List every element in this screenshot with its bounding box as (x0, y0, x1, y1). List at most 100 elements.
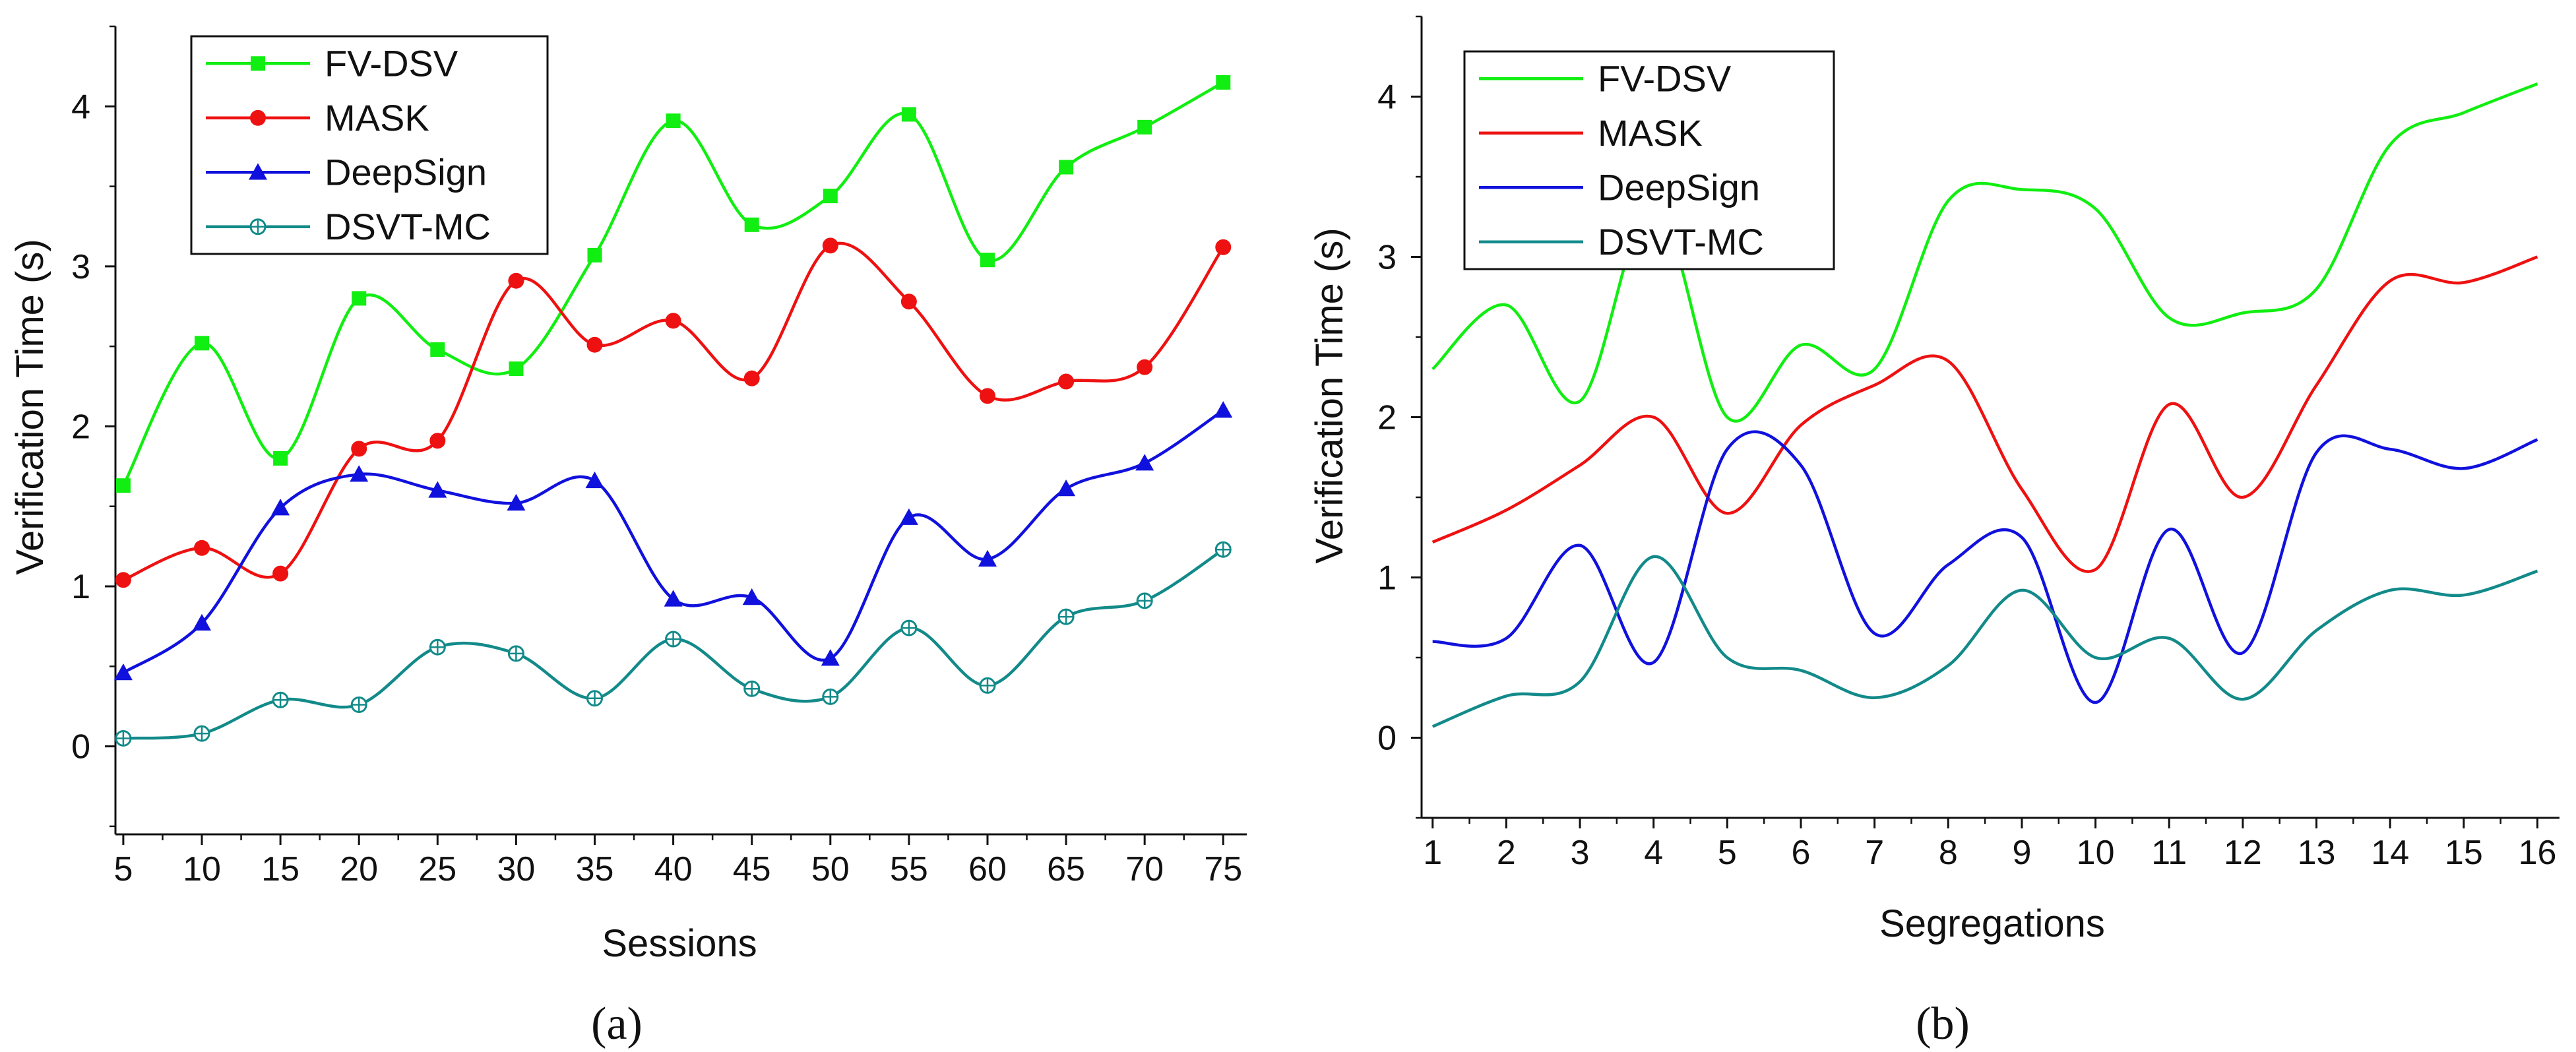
x-tick-label: 70 (1125, 850, 1164, 888)
x-axis-title: Sessions (602, 922, 757, 965)
y-tick-label: 4 (71, 88, 90, 126)
data-point-fv-dsv (251, 56, 265, 71)
data-point-deepsign (1135, 454, 1154, 471)
data-point-mask (586, 336, 603, 353)
x-tick-label: 9 (2012, 834, 2031, 872)
data-point-deepsign (978, 549, 997, 567)
data-point-mask (665, 313, 681, 329)
y-tick-label: 3 (71, 248, 90, 286)
data-point-mask (194, 540, 210, 556)
data-point-dsvt-mc (115, 729, 132, 747)
series-line-deepsign (1432, 430, 2538, 704)
data-point-mask (900, 294, 917, 310)
x-tick-label: 50 (811, 850, 850, 888)
data-point-dsvt-mc (586, 690, 603, 707)
series-line-fv-dsv (1431, 82, 2538, 423)
data-point-dsvt-mc (350, 696, 367, 714)
y-axis-title: Verification Time (s) (1308, 228, 1351, 563)
data-point-fv-dsv (1059, 160, 1074, 175)
data-point-fv-dsv (666, 113, 681, 129)
data-point-deepsign (271, 499, 290, 516)
x-tick-label: 4 (1644, 834, 1663, 872)
data-point-deepsign (113, 664, 133, 681)
legend-box (190, 35, 549, 255)
x-tick-label: 15 (261, 850, 299, 888)
data-point-deepsign (742, 588, 761, 605)
x-tick-label: 5 (113, 850, 133, 888)
x-tick-label: 2 (1497, 834, 1516, 872)
x-tick-label: 35 (576, 850, 614, 888)
legend-label: DSVT-MC (1598, 221, 1764, 263)
legend-label: DeepSign (325, 151, 487, 193)
data-point-mask (429, 433, 446, 449)
data-point-dsvt-mc (822, 688, 839, 705)
y-tick-label: 4 (1377, 78, 1397, 117)
y-tick-label: 1 (71, 568, 90, 606)
y-tick-label: 2 (1377, 399, 1397, 437)
x-tick-label: 12 (2224, 834, 2262, 872)
legend-label: DSVT-MC (325, 206, 491, 247)
x-tick-label: 15 (2445, 834, 2483, 872)
x-tick-label: 1 (1423, 834, 1442, 872)
chart-panel-a: 5 10 15 20 25 30 35 40 45 50 55 60 65 70 75 0 1 2 3 4 FV-DS… (9, 25, 1247, 1049)
y-tick-label: 0 (1377, 720, 1397, 758)
legend-label: FV-DSV (1598, 57, 1732, 99)
data-point-fv-dsv (115, 478, 131, 493)
data-point-deepsign (507, 493, 526, 511)
x-tick-label: 55 (890, 850, 928, 888)
x-tick-label: 13 (2298, 834, 2336, 872)
data-point-mask (1058, 373, 1075, 390)
data-point-deepsign (1057, 480, 1076, 497)
x-tick-label: 20 (340, 850, 378, 888)
data-point-mask (1215, 239, 1232, 255)
data-point-mask (272, 565, 289, 582)
data-point-fv-dsv (430, 342, 445, 357)
data-point-dsvt-mc (1136, 592, 1153, 609)
x-axis-title: Segregations (1879, 902, 2105, 945)
data-point-dsvt-mc (900, 619, 918, 636)
data-point-dsvt-mc (193, 725, 210, 742)
data-point-deepsign (193, 613, 212, 631)
legend-label: FV-DSV (325, 42, 458, 84)
x-tick-label: 65 (1047, 850, 1085, 888)
data-point-fv-dsv (744, 217, 759, 232)
data-point-dsvt-mc (1214, 541, 1232, 558)
data-point-deepsign (585, 471, 604, 489)
data-point-mask (743, 370, 760, 387)
y-axis-title: Verification Time (s) (9, 239, 51, 574)
x-tick-label: 11 (2151, 834, 2187, 872)
data-point-fv-dsv (195, 336, 210, 351)
x-tick-label: 45 (733, 850, 771, 888)
y-tick-label: 0 (71, 728, 90, 766)
y-tick-label: 3 (1377, 239, 1397, 277)
data-point-dsvt-mc (743, 680, 761, 697)
x-tick-label: 10 (2077, 834, 2115, 872)
series-line-dsvt-mc (1431, 555, 2538, 728)
data-point-mask (979, 388, 995, 404)
data-point-fv-dsv (1137, 119, 1152, 135)
data-point-fv-dsv (1216, 75, 1231, 90)
data-point-mask (351, 441, 367, 457)
data-point-dsvt-mc (249, 218, 267, 235)
x-tick-label: 16 (2519, 834, 2557, 872)
data-point-mask (1137, 359, 1153, 375)
x-tick-label: 8 (1939, 834, 1958, 872)
x-tick-label: 5 (1718, 834, 1737, 872)
data-point-dsvt-mc (1057, 608, 1075, 625)
data-point-fv-dsv (587, 247, 602, 263)
legend-label: MASK (325, 97, 429, 139)
x-tick-label: 60 (968, 850, 1007, 888)
x-tick-label: 25 (418, 850, 456, 888)
data-point-fv-dsv (823, 189, 838, 204)
panel-label: (b) (1916, 999, 1970, 1049)
data-point-deepsign (249, 163, 267, 180)
data-point-deepsign (350, 465, 369, 482)
legend-label: MASK (1598, 112, 1703, 154)
x-tick-label: 40 (654, 850, 693, 888)
y-tick-label: 2 (71, 408, 90, 446)
series-line-mask (123, 241, 1225, 582)
data-point-fv-dsv (509, 361, 524, 377)
data-point-deepsign (821, 649, 840, 666)
data-point-fv-dsv (273, 450, 288, 466)
